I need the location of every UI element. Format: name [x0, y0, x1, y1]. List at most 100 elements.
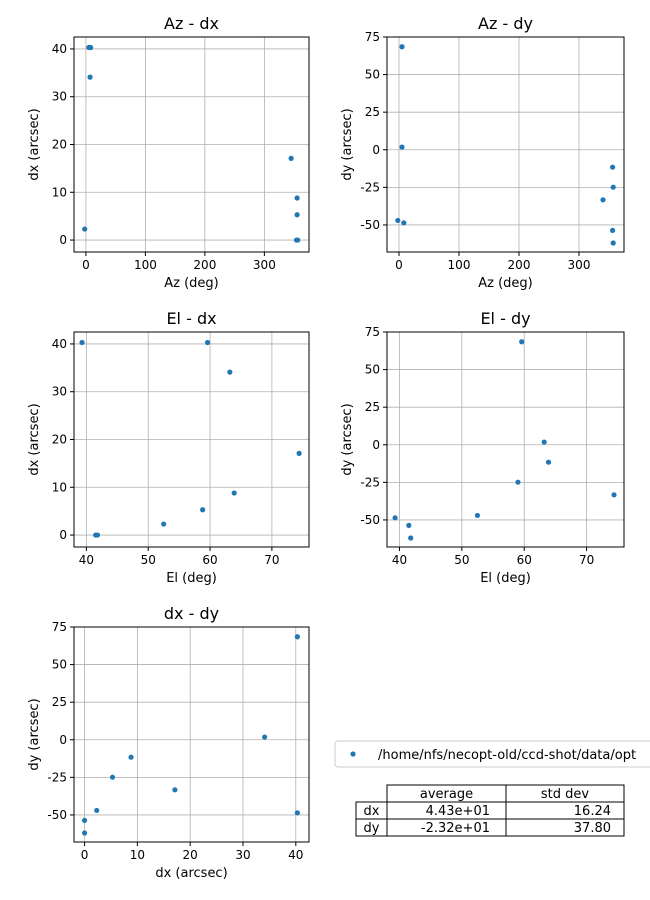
table-header-std-dev: std dev	[541, 787, 590, 802]
y-tick-label: 0	[59, 233, 67, 247]
chart-title: Az - dx	[164, 14, 219, 33]
x-tick-label: 300	[253, 258, 276, 272]
data-point	[545, 459, 552, 465]
x-axis-label: El (deg)	[166, 571, 217, 586]
data-point	[87, 74, 93, 80]
data-point	[294, 212, 300, 218]
table-header-average: average	[420, 787, 473, 802]
x-tick-label: 40	[288, 848, 303, 862]
chart-title: El - dy	[480, 309, 530, 328]
x-tick-label: 50	[454, 553, 469, 567]
x-tick-label: 50	[141, 553, 156, 567]
data-point	[611, 492, 617, 498]
data-point	[408, 535, 414, 541]
y-tick-label: -25	[360, 180, 380, 194]
chart-title: El - dx	[166, 309, 216, 328]
y-tick-label: 10	[52, 480, 67, 494]
x-tick-label: 10	[130, 848, 145, 862]
y-tick-label: 50	[52, 658, 67, 672]
x-axis-label: Az (deg)	[164, 276, 219, 291]
panel-4: 40 50 60 70 -50 -25 0 25 50 75 El - dy El (deg) dy (…	[340, 309, 625, 586]
data-point	[262, 734, 268, 740]
data-point	[79, 339, 85, 346]
legend-label: /home/nfs/necopt-old/ccd-shot/data/opt	[378, 748, 636, 763]
data-point	[128, 754, 134, 760]
x-tick-label: 200	[193, 258, 216, 272]
table-std-value: 37.80	[574, 821, 611, 836]
data-point	[406, 522, 412, 528]
y-axis-label: dy (arcsec)	[340, 108, 355, 180]
data-point	[474, 512, 481, 519]
data-point	[294, 810, 300, 816]
x-axis-label: Az (deg)	[478, 276, 533, 291]
y-tick-label: 25	[365, 400, 380, 414]
table-cell	[505, 818, 625, 837]
legend-marker	[350, 751, 356, 757]
x-axis-label: dx (arcsec)	[155, 866, 227, 881]
x-tick-label: 40	[79, 553, 94, 567]
data-point	[88, 44, 94, 51]
table-row-label: dx	[364, 804, 380, 819]
data-point	[519, 339, 525, 345]
chart-title: dx - dy	[164, 604, 219, 623]
x-tick-label: 200	[508, 258, 531, 272]
table-average-value: 4.43e+01	[426, 804, 490, 819]
y-tick-label: 30	[52, 385, 67, 399]
data-point	[94, 807, 100, 814]
table-std-value: 16.24	[574, 804, 611, 819]
table-row-label: dy	[364, 821, 380, 836]
axes-frame	[386, 331, 625, 548]
data-point	[204, 339, 211, 346]
x-tick-label: 30	[235, 848, 250, 862]
panel-2: 0 100 200 300 -50 -25 0 25 50 75 Az - dy Az (deg) dy…	[340, 14, 625, 291]
y-axis-label: dx (arcsec)	[27, 108, 42, 180]
data-point	[295, 237, 301, 243]
y-tick-label: -50	[360, 513, 380, 527]
data-point	[161, 521, 167, 527]
stats-table: average std dev dx 4.43e+01 16.24 dy -2.32e+01…	[355, 784, 625, 837]
data-point	[227, 369, 233, 375]
y-tick-label: -50	[360, 218, 380, 232]
chart-title: Az - dy	[478, 14, 533, 33]
x-tick-label: 60	[202, 553, 217, 567]
x-tick-label: 40	[392, 553, 407, 567]
y-tick-label: 10	[52, 185, 67, 199]
y-tick-label: 0	[372, 438, 380, 452]
y-tick-label: 25	[365, 105, 380, 119]
data-point	[399, 144, 405, 150]
x-tick-label: 70	[264, 553, 279, 567]
x-tick-label: 0	[395, 258, 403, 272]
x-tick-label: 300	[568, 258, 591, 272]
y-axis-label: dx (arcsec)	[27, 403, 42, 475]
y-tick-label: 75	[365, 30, 380, 44]
x-tick-label: 70	[579, 553, 594, 567]
panel-1: 0 100 200 300 0 10 20 30 40 Az - dx Az (deg) dx (ar…	[27, 14, 310, 291]
x-tick-label: 100	[448, 258, 471, 272]
y-tick-label: 20	[52, 138, 67, 152]
x-tick-label: 100	[134, 258, 157, 272]
legend-frame	[334, 740, 650, 768]
y-tick-label: 25	[52, 695, 67, 709]
data-point	[610, 184, 616, 190]
data-point	[172, 787, 178, 793]
data-point	[109, 774, 116, 780]
data-point	[82, 226, 88, 232]
data-point	[392, 515, 398, 521]
x-tick-label: 20	[183, 848, 198, 862]
data-point	[81, 817, 88, 823]
x-tick-label: 60	[517, 553, 532, 567]
y-tick-label: 30	[52, 90, 67, 104]
y-tick-label: -25	[47, 770, 67, 784]
x-tick-label: 0	[81, 848, 89, 862]
y-axis-label: dy (arcsec)	[27, 698, 42, 770]
y-tick-label: 75	[52, 620, 67, 634]
axes-frame	[386, 36, 625, 253]
data-point	[610, 164, 616, 170]
data-point	[610, 227, 616, 233]
data-point	[294, 634, 300, 640]
panel-5: 0 10 20 30 40 -50 -25 0 25 50 75 dx - dy dx (arcsec)…	[27, 604, 310, 881]
panel-3: 40 50 60 70 0 10 20 30 40 El - dx El (deg) dx (arcs…	[27, 309, 310, 586]
axes-frame	[73, 626, 310, 843]
data-point	[231, 490, 237, 496]
